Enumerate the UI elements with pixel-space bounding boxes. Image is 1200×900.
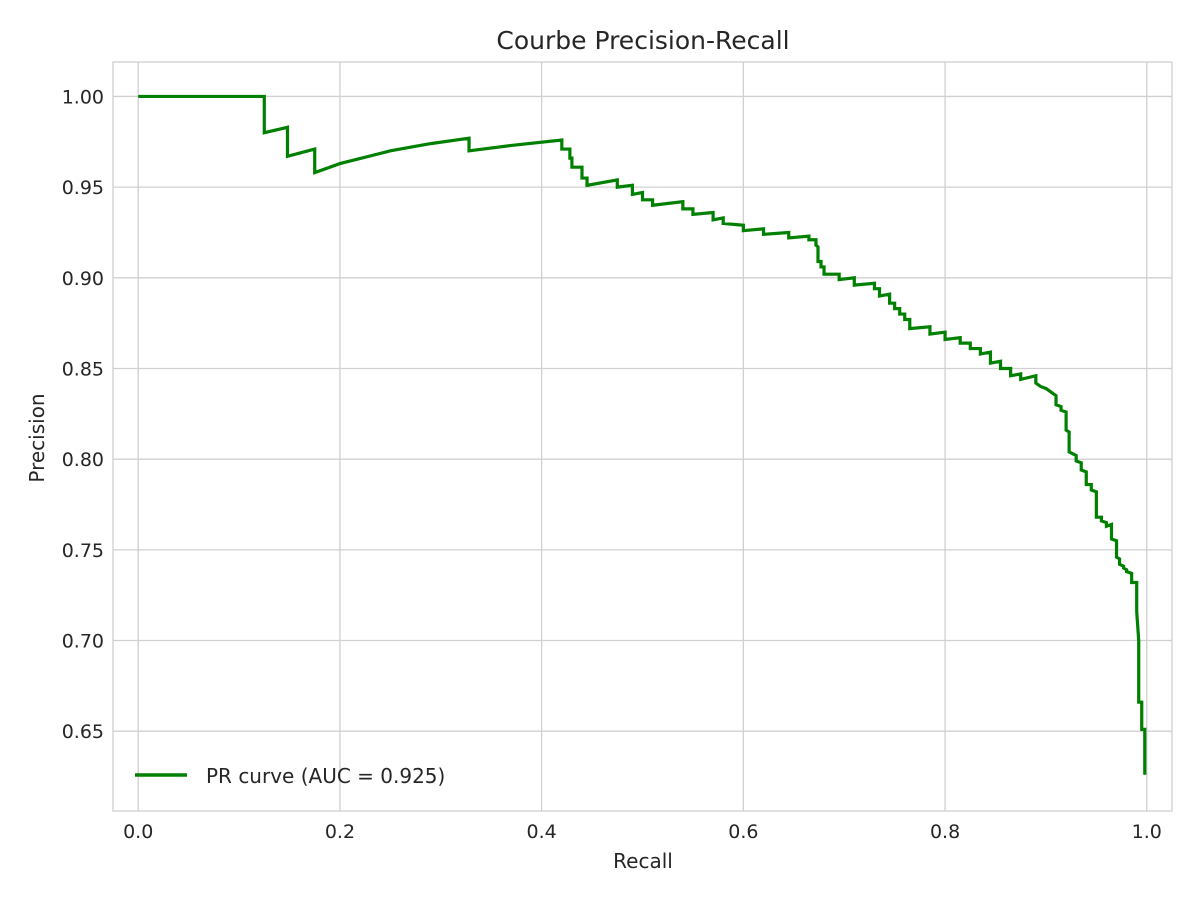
y-tick-label: 0.85 <box>62 358 104 380</box>
plot-frame <box>112 61 1173 812</box>
y-tick-label: 0.80 <box>62 449 104 471</box>
x-tick-label: 1.0 <box>1132 821 1162 843</box>
pr-curve-line <box>138 94 1147 775</box>
y-tick-label: 0.75 <box>62 540 104 562</box>
y-axis-label: Precision <box>25 393 49 482</box>
x-tick-label: 0.8 <box>930 821 960 843</box>
x-tick-label: 0.2 <box>325 821 355 843</box>
grid <box>113 62 1172 811</box>
x-tick-labels: 0.0 0.2 0.4 0.6 0.8 1.0 <box>123 821 1162 843</box>
x-axis-label: Recall <box>613 849 673 873</box>
y-tick-labels: 0.65 0.70 0.75 0.80 0.85 0.90 0.95 1.00 <box>62 86 104 743</box>
y-tick-label: 0.65 <box>62 721 104 743</box>
y-tick-label: 0.90 <box>62 268 104 290</box>
legend-label: PR curve (AUC = 0.925) <box>206 764 445 788</box>
chart-title: Courbe Precision-Recall <box>496 26 789 55</box>
y-tick-label: 0.95 <box>62 177 104 199</box>
series-layer <box>138 94 1147 775</box>
legend: PR curve (AUC = 0.925) <box>135 764 445 788</box>
y-tick-label: 1.00 <box>62 86 104 108</box>
x-tick-label: 0.6 <box>728 821 758 843</box>
x-tick-label: 0.4 <box>527 821 557 843</box>
y-tick-label: 0.70 <box>62 631 104 653</box>
x-tick-label: 0.0 <box>123 821 153 843</box>
